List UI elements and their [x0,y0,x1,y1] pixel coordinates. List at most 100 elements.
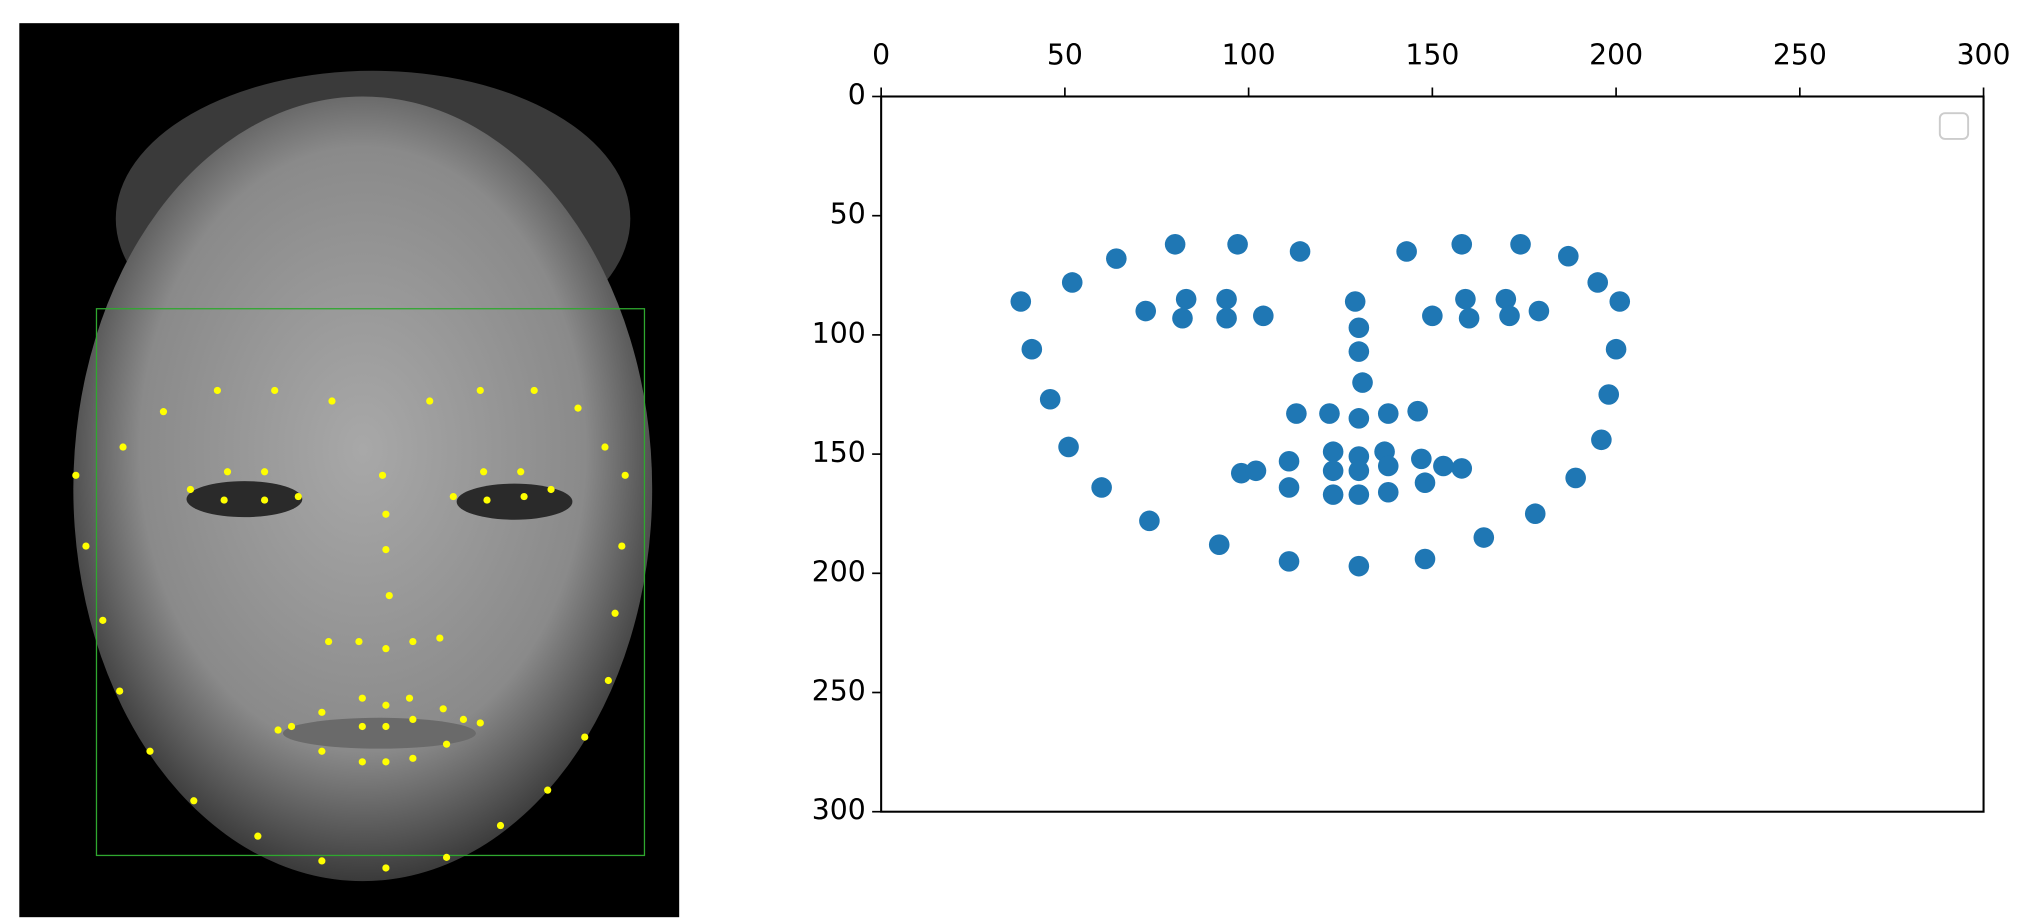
face-landmark [260,496,269,504]
y-tick-label: 150 [812,436,866,469]
point [1495,288,1517,310]
face-landmark [601,443,609,451]
face-landmark [382,546,390,554]
face-landmark [274,726,282,734]
face-landmark [223,468,232,476]
point [1135,300,1157,322]
face-landmark [318,708,326,716]
point [1344,291,1366,312]
face-landmark [449,492,457,501]
point [1208,534,1230,555]
point [1021,338,1043,360]
point [1598,384,1620,405]
face-landmark [382,864,390,872]
point [1348,555,1370,577]
face-landmark [581,733,589,741]
face-landmark [611,609,619,617]
point [1058,436,1079,458]
point [1091,477,1112,498]
point [1458,307,1480,329]
face-landmark [318,747,326,755]
point [1322,441,1344,463]
face-landmark [82,542,90,550]
point [1216,288,1237,310]
point [1289,241,1311,262]
point [1319,403,1340,424]
point [1451,234,1473,255]
face-landmark [358,694,366,702]
point [1605,338,1627,360]
face-landmark [442,740,451,748]
face-landmark [325,637,333,646]
face-landmark [254,832,262,840]
point [1352,372,1373,393]
point [1172,307,1193,329]
point [1433,455,1454,477]
face-landmark [483,496,491,504]
point [1139,510,1160,532]
point [1528,300,1550,322]
x-tick-label: 50 [1047,39,1083,72]
point [1377,455,1399,477]
point [1348,317,1370,339]
y-tick-label: 100 [812,317,866,350]
face-landmark [436,634,444,642]
face-landmark [328,397,336,405]
face-landmark [621,471,629,479]
point [1609,291,1631,312]
point [1322,460,1344,482]
point [1348,341,1370,362]
face-landmark [220,496,228,504]
point [1227,234,1248,255]
x-tick-label: 100 [1222,39,1276,72]
point [1396,241,1417,262]
point [1348,460,1370,482]
point [1216,307,1237,329]
point [1061,272,1083,293]
face-landmark [476,386,484,395]
face-landmark [476,719,484,727]
face-landmark [544,786,552,794]
face-landmark [382,758,390,766]
face-landmark [574,404,582,412]
point [1524,503,1546,524]
face-landmark [213,386,221,395]
face-landmark [186,485,195,494]
point [1164,234,1186,255]
point [1322,484,1344,505]
point [1348,484,1370,505]
x-tick-label: 250 [1773,39,1827,72]
y-tick-label: 250 [812,675,866,708]
point [1010,291,1032,312]
face-landmark [382,722,390,731]
face-landmark [382,510,390,518]
face-landmark [190,797,198,805]
face-landmark [459,715,468,724]
point [1348,408,1370,429]
point [1473,527,1495,548]
face-landmark [520,492,528,501]
x-tick-label: 0 [872,39,890,72]
point [1587,272,1609,293]
point [1377,481,1399,503]
face-landmark [119,443,127,451]
point [1278,551,1300,572]
face-landmark [442,853,451,861]
face-landmark [378,471,387,479]
point [1591,429,1612,451]
y-tick-label: 0 [848,78,866,111]
x-tick-label: 150 [1405,39,1459,72]
y-tick-label: 50 [830,198,866,231]
face-landmark [99,616,107,624]
point [1422,305,1443,327]
face-landmark [480,468,488,476]
plot-frame [880,95,1985,813]
face-image [19,23,680,918]
point [1377,403,1399,424]
point [1348,446,1370,467]
point [1414,548,1436,570]
face-landmark [409,715,417,724]
face-landmark [116,687,124,695]
face-landmark [530,386,538,395]
